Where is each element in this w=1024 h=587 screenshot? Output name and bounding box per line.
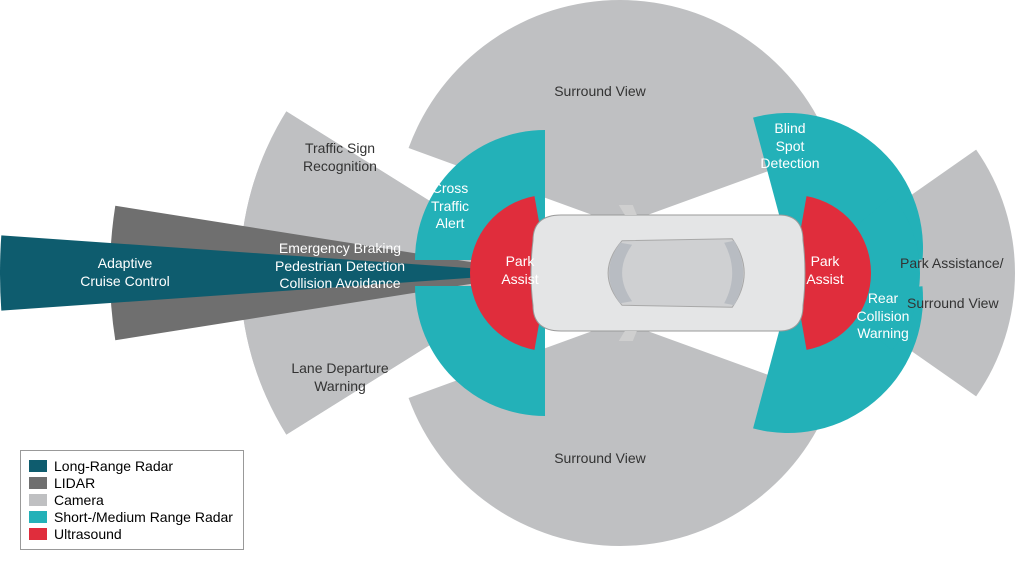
- sensor-diagram: Adaptive Cruise Control Traffic Sign Reco…: [0, 0, 1024, 587]
- adaptive-cruise-label: Adaptive Cruise Control: [70, 255, 180, 290]
- cross-traffic-label: Cross Traffic Alert: [415, 180, 485, 233]
- surround-view-top-lbl: Surround View: [530, 83, 670, 101]
- legend-item: LIDAR: [29, 475, 233, 491]
- blind-spot-label: Blind Spot Detection: [745, 120, 835, 173]
- legend-item: Camera: [29, 492, 233, 508]
- legend-item: Ultrasound: [29, 526, 233, 542]
- park-assist-front-lbl: Park Assist: [490, 253, 550, 288]
- park-assistance-label: Park Assistance/: [900, 255, 1024, 273]
- legend-swatch: [29, 477, 47, 489]
- legend-label: Short-/Medium Range Radar: [54, 509, 233, 525]
- legend-label: Long-Range Radar: [54, 458, 173, 474]
- legend-swatch: [29, 494, 47, 506]
- legend-item: Long-Range Radar: [29, 458, 233, 474]
- legend-swatch: [29, 460, 47, 472]
- legend-label: Ultrasound: [54, 526, 122, 542]
- traffic-sign-label: Traffic Sign Recognition: [280, 140, 400, 175]
- legend-swatch: [29, 511, 47, 523]
- legend: Long-Range RadarLIDARCameraShort-/Medium…: [20, 450, 244, 550]
- legend-label: LIDAR: [54, 475, 95, 491]
- surround-view-rear-lbl: Surround View: [907, 295, 1024, 313]
- legend-label: Camera: [54, 492, 104, 508]
- legend-swatch: [29, 528, 47, 540]
- legend-item: Short-/Medium Range Radar: [29, 509, 233, 525]
- surround-view-bot-lbl: Surround View: [530, 450, 670, 468]
- park-assist-rear-lbl: Park Assist: [795, 253, 855, 288]
- lidar-stack-label: Emergency Braking Pedestrian Detection C…: [245, 240, 435, 293]
- lane-departure-label: Lane Departure Warning: [270, 360, 410, 395]
